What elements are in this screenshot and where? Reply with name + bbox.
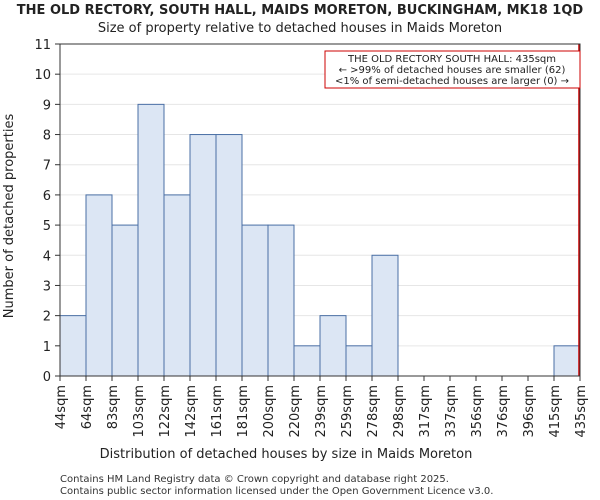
bar-415sqm <box>553 345 581 377</box>
x-tick-label: 278sqm <box>366 385 381 438</box>
annotation-frame <box>324 50 581 89</box>
x-tick-label: 83sqm <box>106 385 121 429</box>
x-tick-label: 259sqm <box>340 385 355 438</box>
y-tick-label: 11 <box>34 38 51 53</box>
y-tick-label: 8 <box>43 129 51 144</box>
chart-title: THE OLD RECTORY, SOUTH HALL, MAIDS MORET… <box>17 3 584 18</box>
x-tick-label: 64sqm <box>80 385 95 429</box>
y-tick-label: 3 <box>43 279 51 294</box>
y-tick-label: 1 <box>43 340 51 355</box>
x-tick-label: 142sqm <box>184 385 199 438</box>
x-tick-label: 122sqm <box>158 385 173 438</box>
bar-220sqm <box>293 345 321 377</box>
bar-142sqm <box>189 134 217 377</box>
bar-83sqm <box>111 224 139 377</box>
annotation-box: THE OLD RECTORY SOUTH HALL: 435sqm ← >99… <box>324 50 581 89</box>
bar-278sqm <box>371 254 399 377</box>
y-axis-label: Number of detached properties <box>2 114 17 319</box>
bar-181sqm <box>241 224 269 377</box>
bar-122sqm <box>163 194 191 377</box>
x-tick-label: 337sqm <box>444 385 459 438</box>
x-tick-label: 181sqm <box>236 385 251 438</box>
annotation-line-1: THE OLD RECTORY SOUTH HALL: 435sqm <box>347 54 556 65</box>
bars <box>59 103 581 377</box>
x-tick-label: 298sqm <box>392 385 407 438</box>
y-tick-label: 0 <box>43 370 51 385</box>
x-tick-label: 435sqm <box>574 385 589 438</box>
bar-161sqm <box>215 134 243 377</box>
x-tick-label: 317sqm <box>418 385 433 438</box>
y-axis-ticks: 0 1 2 3 4 5 6 7 8 9 10 11 <box>34 38 60 385</box>
x-tick-label: 356sqm <box>470 385 485 438</box>
y-tick-label: 7 <box>43 159 51 174</box>
y-tick-label: 10 <box>34 68 51 83</box>
bar-44sqm <box>59 315 87 377</box>
bar-103sqm <box>137 103 165 377</box>
bar-239sqm <box>319 315 347 377</box>
x-tick-label: 415sqm <box>548 385 563 438</box>
x-axis-label: Distribution of detached houses by size … <box>100 447 473 462</box>
annotation-line-3: <1% of semi-detached houses are larger (… <box>335 76 569 87</box>
x-tick-label: 396sqm <box>522 385 537 438</box>
x-tick-label: 376sqm <box>496 385 511 438</box>
x-tick-label: 103sqm <box>132 385 147 438</box>
x-tick-label: 44sqm <box>54 385 69 429</box>
chart-subtitle: Size of property relative to detached ho… <box>98 21 502 36</box>
bar-64sqm <box>85 194 113 377</box>
bar-200sqm <box>267 224 295 377</box>
annotation-line-2: ← >99% of detached houses are smaller (6… <box>339 65 566 76</box>
x-tick-label: 220sqm <box>288 385 303 438</box>
x-tick-label: 161sqm <box>210 385 225 438</box>
y-tick-label: 6 <box>43 189 51 204</box>
y-tick-label: 5 <box>43 219 51 234</box>
footer-line-2: Contains public sector information licen… <box>60 486 493 497</box>
x-axis-ticks: 44sqm 64sqm 83sqm 103sqm 122sqm 142sqm 161sqm 1… <box>54 376 589 438</box>
x-tick-label: 200sqm <box>262 385 277 438</box>
y-tick-label: 4 <box>43 249 51 264</box>
y-tick-label: 9 <box>43 98 51 113</box>
y-tick-label: 2 <box>43 310 51 325</box>
x-tick-label: 239sqm <box>314 385 329 438</box>
bar-259sqm <box>345 345 373 377</box>
footer-line-1: Contains HM Land Registry data © Crown c… <box>60 474 449 485</box>
